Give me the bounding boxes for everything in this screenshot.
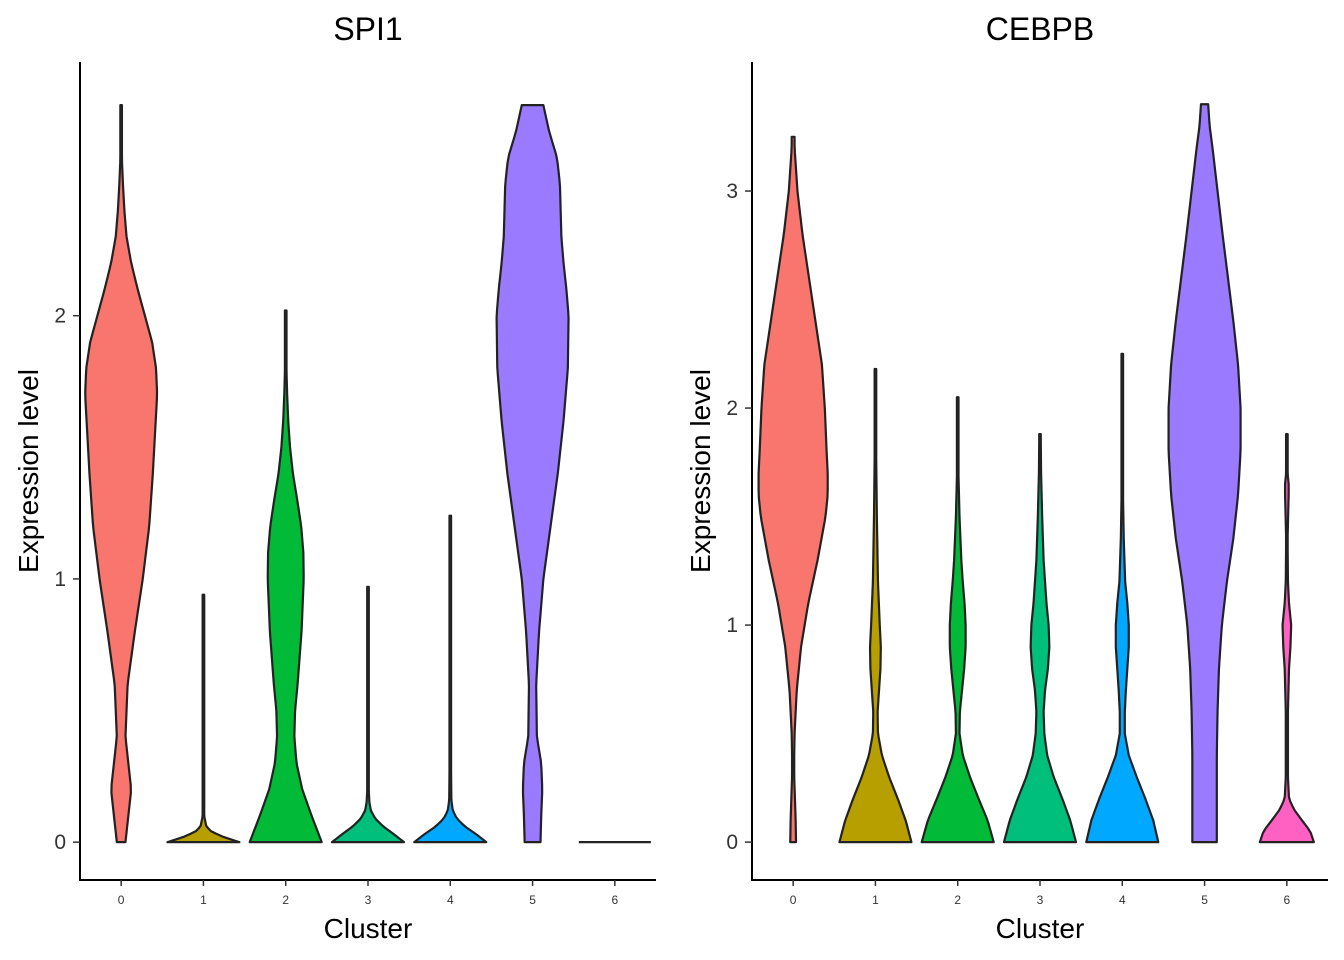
violins-group: [757, 103, 1315, 844]
chart-title: SPI1: [333, 11, 402, 47]
x-axis-title: Cluster: [324, 913, 413, 944]
x-tick-label: 0: [118, 893, 125, 907]
y-ticks-group: 0 1 2: [54, 305, 80, 854]
x-ticks-group: 0 1 2 3 4 5 6: [118, 880, 619, 907]
violin-cluster-3: [1002, 433, 1078, 844]
panel-cebpb: CEBPB 0 1 2 3 0 1 2 3 4 5 6 Cluster Expression le…: [685, 11, 1328, 944]
violin-cluster-5: [495, 104, 570, 844]
x-tick-label: 1: [200, 893, 207, 907]
violin-cluster-6: [1258, 433, 1315, 844]
violin-cluster-0: [757, 135, 829, 844]
x-tick-label: 3: [365, 893, 372, 907]
x-tick-label: 4: [447, 893, 454, 907]
panel-spi1: SPI1 0 1 2 0 1 2 3 4 5 6 Cluster Expression leve…: [13, 11, 656, 944]
violin-cluster-3: [330, 585, 406, 844]
y-ticks-group: 0 1 2 3: [726, 180, 752, 854]
x-tick-label: 2: [954, 893, 961, 907]
violin-cluster-4: [1085, 352, 1160, 844]
x-tick-label: 2: [282, 893, 289, 907]
x-tick-label: 6: [1284, 893, 1291, 907]
x-tick-label: 1: [872, 893, 879, 907]
y-axis-title: Expression level: [685, 369, 716, 573]
x-tick-label: 3: [1037, 893, 1044, 907]
y-tick-label: 0: [726, 831, 738, 854]
violin-cluster-0: [84, 104, 159, 844]
y-tick-label: 2: [54, 305, 66, 328]
chart-title: CEBPB: [986, 11, 1094, 47]
x-tick-label: 5: [529, 893, 536, 907]
x-ticks-group: 0 1 2 3 4 5 6: [790, 880, 1291, 907]
y-tick-label: 2: [726, 397, 738, 420]
violin-cluster-2: [248, 309, 323, 844]
violin-cluster-1: [166, 593, 241, 844]
y-tick-label: 1: [54, 568, 66, 591]
y-tick-label: 0: [54, 831, 66, 854]
x-tick-label: 4: [1119, 893, 1126, 907]
x-tick-label: 0: [790, 893, 797, 907]
y-tick-label: 1: [726, 614, 738, 637]
violin-cluster-2: [920, 396, 995, 844]
violins-group: [84, 104, 651, 844]
violin-cluster-1: [838, 367, 913, 844]
x-tick-label: 6: [612, 893, 619, 907]
y-axis-title: Expression level: [13, 369, 44, 573]
y-tick-label: 3: [726, 180, 738, 203]
violin-cluster-4: [413, 514, 488, 844]
violin-cluster-5: [1167, 103, 1242, 844]
x-tick-label: 5: [1201, 893, 1208, 907]
x-axis-title: Cluster: [996, 913, 1085, 944]
